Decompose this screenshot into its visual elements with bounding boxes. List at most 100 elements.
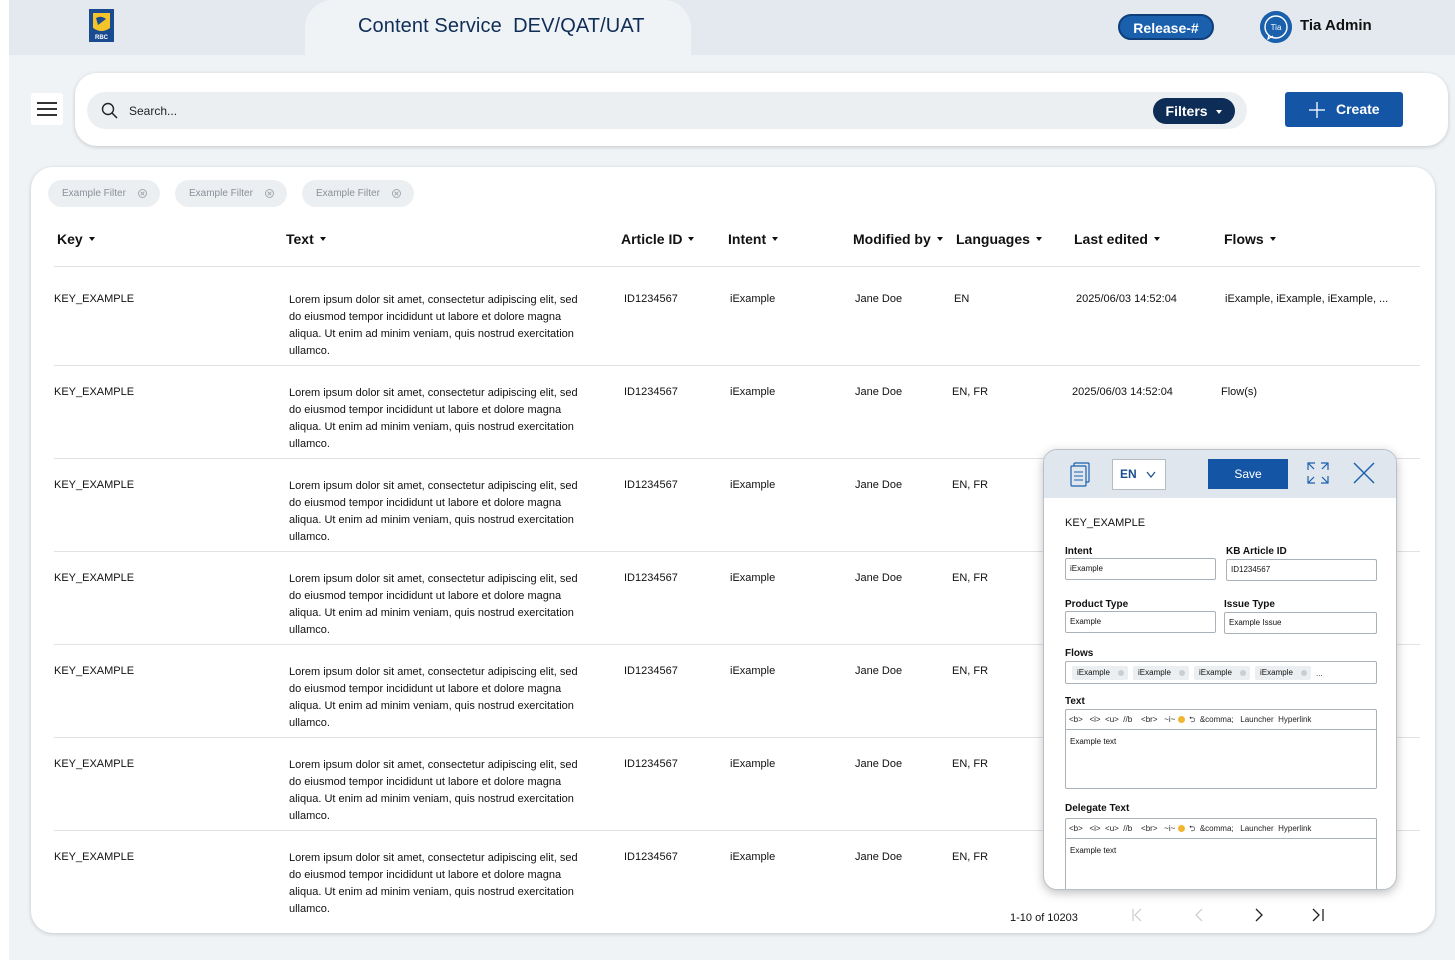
cell-languages: EN, FR: [952, 386, 989, 398]
next-page-icon[interactable]: [1252, 908, 1266, 922]
cell-article-id: ID1234567: [624, 479, 678, 491]
table-row[interactable]: KEY_EXAMPLE Lorem ipsum dolor sit amet, …: [31, 831, 1435, 924]
delegate-text-editor[interactable]: <b> <i> <u> //b <br> ~i~ ⮌ &comma; Launc…: [1065, 818, 1377, 889]
delegate-formatting-toolbar[interactable]: <b> <i> <u> //b <br> ~i~ ⮌ &comma; Launc…: [1066, 819, 1376, 839]
text-formatting-toolbar[interactable]: <b> <i> <u> //b <br> ~i~ ⮌ &comma; Launc…: [1066, 710, 1376, 730]
flows-field[interactable]: iExample iExample iExample iExample ...: [1065, 661, 1377, 684]
filter-chip[interactable]: Example Filter: [48, 180, 160, 207]
remove-filter-icon[interactable]: [392, 189, 401, 198]
cell-flows: iExample, iExample, iExample, ...: [1225, 293, 1389, 305]
emoji-icon[interactable]: [1177, 716, 1185, 724]
flow-chip[interactable]: iExample: [1133, 666, 1189, 680]
cell-intent: iExample: [730, 665, 776, 677]
column-header-label: Flows: [1224, 231, 1264, 247]
save-button[interactable]: Save: [1208, 459, 1288, 489]
rbc-logo: RBC: [89, 9, 114, 42]
document-icon[interactable]: [1069, 462, 1091, 487]
row-divider: [54, 365, 1420, 366]
release-button[interactable]: Release-#: [1118, 14, 1214, 40]
search-bar[interactable]: Filters: [87, 92, 1247, 129]
title-tab: [305, 0, 691, 56]
sort-caret-icon: [936, 237, 943, 242]
intent-field[interactable]: iExample: [1065, 558, 1216, 580]
remove-flow-icon[interactable]: [1118, 670, 1124, 676]
remove-flow-icon[interactable]: [1179, 670, 1185, 676]
column-header-text[interactable]: Text: [286, 231, 326, 247]
last-page-icon[interactable]: [1311, 908, 1325, 922]
issue-type-field[interactable]: Example Issue: [1224, 612, 1377, 634]
column-header-flows[interactable]: Flows: [1224, 231, 1276, 247]
avatar[interactable]: Tia: [1260, 11, 1292, 43]
filters-label: Filters: [1165, 103, 1208, 119]
cell-key: KEY_EXAMPLE: [54, 293, 135, 305]
kb-article-id-field[interactable]: ID1234567: [1226, 559, 1377, 581]
flows-label: Flows: [1065, 648, 1094, 659]
remove-flow-icon[interactable]: [1240, 670, 1246, 676]
remove-filter-icon[interactable]: [265, 189, 274, 198]
column-header-modified-by[interactable]: Modified by: [853, 231, 943, 247]
kb-article-id-label: KB Article ID: [1226, 546, 1287, 557]
column-header-label: Article ID: [621, 231, 683, 247]
product-type-label: Product Type: [1065, 599, 1129, 610]
column-header-label: Modified by: [853, 231, 931, 247]
expand-icon[interactable]: [1306, 461, 1330, 485]
user-name: Tia Admin: [1300, 17, 1372, 34]
intent-label: Intent: [1065, 546, 1093, 557]
column-header-languages[interactable]: Languages: [956, 231, 1042, 247]
filter-chip[interactable]: Example Filter: [302, 180, 414, 207]
cell-key: KEY_EXAMPLE: [54, 479, 135, 491]
table-row[interactable]: KEY_EXAMPLE Lorem ipsum dolor sit amet, …: [31, 645, 1435, 738]
delegate-text-label: Delegate Text: [1065, 803, 1130, 814]
sort-caret-icon: [688, 237, 695, 242]
cell-article-id: ID1234567: [624, 758, 678, 770]
filter-chip[interactable]: Example Filter: [175, 180, 287, 207]
cell-last-edited: 2025/06/03 14:52:04: [1076, 293, 1177, 305]
page-title: Content Service DEV/QAT/UAT: [358, 15, 645, 37]
column-header-key[interactable]: Key: [57, 231, 95, 247]
search-input[interactable]: [129, 98, 1129, 123]
text-editor-body[interactable]: Example text: [1070, 737, 1117, 746]
delegate-editor-body[interactable]: Example text: [1070, 846, 1117, 855]
toolbar-buttons[interactable]: <b> <i> <u> //b <br> ~i~: [1069, 824, 1176, 833]
search-icon: [101, 102, 118, 119]
emoji-icon[interactable]: [1177, 825, 1185, 833]
text-editor[interactable]: <b> <i> <u> //b <br> ~i~ ⮌ &comma; Launc…: [1065, 709, 1377, 789]
flow-chip[interactable]: iExample: [1255, 666, 1311, 680]
product-type-field[interactable]: Example: [1065, 611, 1216, 633]
first-page-icon[interactable]: [1131, 908, 1145, 922]
table-row[interactable]: KEY_EXAMPLE Lorem ipsum dolor sit amet, …: [31, 273, 1435, 366]
table-row[interactable]: KEY_EXAMPLE Lorem ipsum dolor sit amet, …: [31, 738, 1435, 831]
cell-intent: iExample: [730, 572, 776, 584]
column-header-intent[interactable]: Intent: [728, 231, 779, 247]
language-select[interactable]: EN: [1112, 459, 1166, 490]
app-page: RBC Content Service DEV/QAT/UAT Release-…: [9, 0, 1455, 960]
row-divider: [54, 830, 1420, 831]
cell-text: Lorem ipsum dolor sit amet, consectetur …: [289, 573, 578, 636]
flow-chip[interactable]: iExample: [1072, 666, 1128, 680]
sort-caret-icon: [772, 237, 779, 242]
filter-chip-label: Example Filter: [316, 188, 380, 199]
cell-languages: EN, FR: [952, 665, 989, 677]
table-row[interactable]: KEY_EXAMPLE Lorem ipsum dolor sit amet, …: [31, 459, 1435, 552]
sort-caret-icon: [1269, 237, 1276, 242]
toolbar-buttons-extra[interactable]: ⮌ &comma; Launcher Hyperlink: [1184, 715, 1312, 724]
top-bar: RBC Content Service DEV/QAT/UAT Release-…: [9, 0, 1455, 56]
cell-key: KEY_EXAMPLE: [54, 665, 135, 677]
menu-icon[interactable]: [31, 93, 63, 125]
table-row[interactable]: KEY_EXAMPLE Lorem ipsum dolor sit amet, …: [31, 552, 1435, 645]
table-row[interactable]: KEY_EXAMPLE Lorem ipsum dolor sit amet, …: [31, 366, 1435, 459]
remove-filter-icon[interactable]: [138, 189, 147, 198]
toolbar-buttons[interactable]: <b> <i> <u> //b <br> ~i~: [1069, 715, 1176, 724]
edit-article-panel: EN Save KEY_EXAMPLE Inten: [1043, 449, 1397, 890]
create-button[interactable]: Create: [1285, 92, 1403, 127]
close-icon[interactable]: [1353, 462, 1375, 484]
flow-chip[interactable]: iExample: [1194, 666, 1250, 680]
column-header-article-id[interactable]: Article ID: [621, 231, 695, 247]
column-header-label: Intent: [728, 231, 767, 247]
column-header-last-edited[interactable]: Last edited: [1074, 231, 1160, 247]
editor-toolbar: EN Save: [1044, 450, 1396, 498]
previous-page-icon[interactable]: [1193, 908, 1207, 922]
toolbar-buttons-extra[interactable]: ⮌ &comma; Launcher Hyperlink: [1184, 824, 1312, 833]
remove-flow-icon[interactable]: [1301, 670, 1307, 676]
filters-button[interactable]: Filters: [1153, 98, 1235, 124]
